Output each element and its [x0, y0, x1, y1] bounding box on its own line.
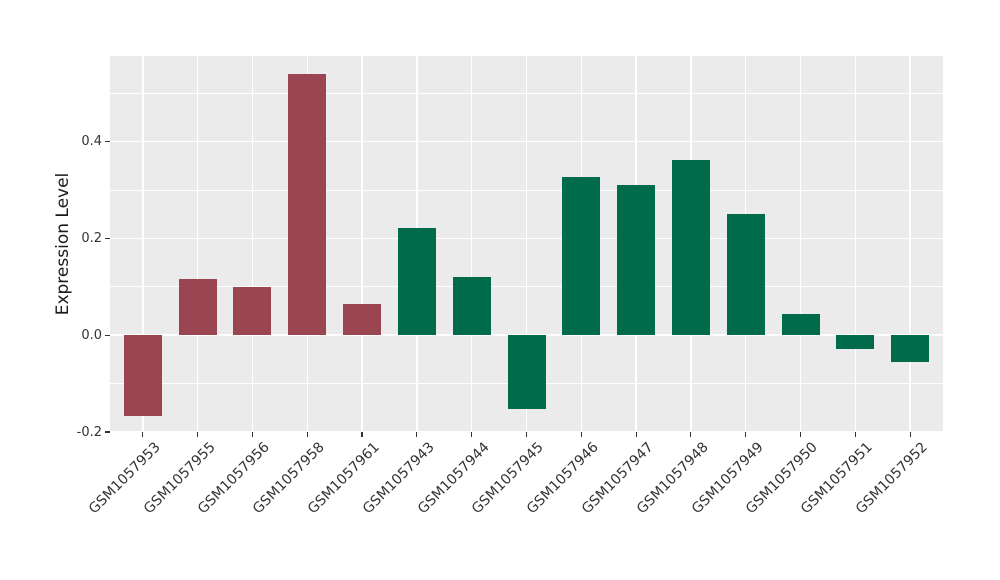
x-tick-mark — [525, 432, 528, 437]
x-tick-mark — [306, 432, 308, 437]
x-tick-mark — [471, 432, 473, 437]
bar-GSM1057949 — [726, 214, 765, 336]
x-tick-mark — [361, 432, 363, 437]
bar-GSM1057952 — [891, 335, 930, 362]
bar-GSM1057956 — [233, 287, 272, 336]
grid-vertical-line — [251, 56, 254, 432]
x-tick-mark — [854, 432, 856, 437]
grid-vertical-line — [525, 56, 528, 432]
grid-vertical-line — [909, 56, 911, 432]
y-tick-label: 0.4 — [81, 134, 102, 150]
bar-GSM1057951 — [836, 335, 875, 349]
x-tick-mark — [909, 432, 911, 437]
bar-GSM1057946 — [562, 177, 601, 336]
y-tick-mark — [105, 237, 110, 240]
x-tick-mark — [690, 432, 692, 437]
y-tick-mark — [105, 431, 110, 433]
x-tick-mark — [142, 432, 144, 437]
grid-vertical-line — [361, 56, 363, 432]
x-tick-mark — [416, 432, 418, 437]
bar-GSM1057943 — [397, 227, 436, 336]
grid-vertical-line — [196, 56, 199, 432]
grid-vertical-line — [854, 56, 857, 432]
bar-GSM1057948 — [671, 160, 710, 336]
bar-GSM1057945 — [507, 335, 546, 410]
x-tick-mark — [635, 432, 637, 437]
bar-GSM1057947 — [617, 185, 656, 336]
y-tick-label: 0.0 — [81, 327, 102, 343]
grid-vertical-line — [142, 56, 144, 432]
y-tick-mark — [105, 141, 110, 143]
x-tick-mark — [580, 432, 582, 437]
bar-GSM1057953 — [123, 335, 162, 417]
x-tick-mark — [197, 432, 199, 437]
x-tick-mark — [799, 432, 802, 437]
y-tick-label: -0.2 — [76, 424, 102, 440]
plot-panel — [110, 56, 943, 432]
y-tick-mark — [105, 334, 110, 336]
x-tick-mark — [251, 432, 254, 437]
grid-vertical-line — [470, 56, 473, 432]
bar-GSM1057950 — [781, 314, 820, 336]
y-tick-label: 0.2 — [81, 230, 102, 246]
bar-GSM1057961 — [343, 303, 382, 336]
bar-GSM1057958 — [288, 74, 327, 336]
bar-GSM1057955 — [178, 279, 217, 336]
bar-GSM1057944 — [452, 277, 491, 336]
grid-vertical-line — [799, 56, 802, 432]
x-tick-mark — [745, 432, 747, 437]
